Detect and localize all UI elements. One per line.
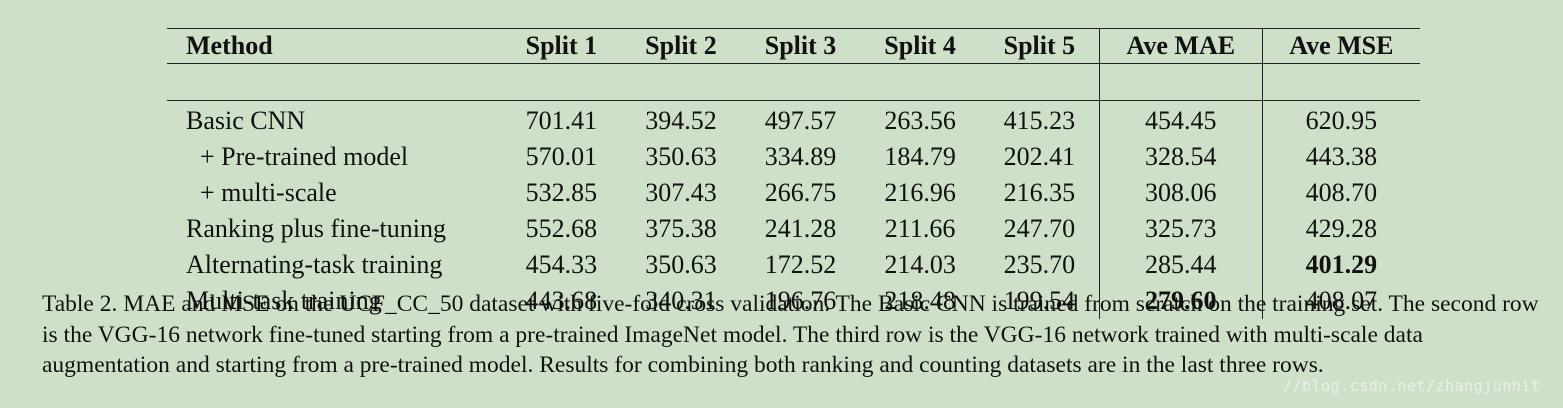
cell-split-1: 532.85 bbox=[525, 178, 598, 207]
header-split-2: Split 2 bbox=[645, 31, 717, 60]
results-table-container: Method Split 1 Split 2 Split 3 Split 4 S… bbox=[167, 28, 1420, 319]
cell-split-3: 497.57 bbox=[740, 100, 861, 139]
cell-split-5: 202.41 bbox=[1003, 142, 1076, 171]
cell-split-4: 218.48 bbox=[884, 286, 956, 315]
cell-split-5: 415.23 bbox=[979, 100, 1100, 139]
row-method: Alternating-task training bbox=[186, 250, 443, 279]
cell-ave-mse-best: 401.29 bbox=[1261, 247, 1420, 283]
cell-split-2: 350.63 bbox=[645, 250, 717, 279]
cell-split-3: 334.89 bbox=[764, 142, 837, 171]
row-method: Ranking plus fine-tuning bbox=[186, 214, 446, 243]
cell-ave-mae: 328.54 bbox=[1098, 139, 1263, 175]
cell-split-4: 216.96 bbox=[884, 178, 956, 207]
cell-split-2: 307.43 bbox=[645, 178, 717, 207]
header-ave-mse: Ave MSE bbox=[1261, 28, 1420, 64]
cell-ave-mse: 408.70 bbox=[1261, 175, 1420, 211]
cell-ave-mae: 285.44 bbox=[1098, 247, 1263, 283]
cell-split-4: 184.79 bbox=[884, 142, 956, 171]
cell-ave-mse: 443.38 bbox=[1261, 139, 1420, 175]
cell-split-1: 552.68 bbox=[525, 214, 598, 243]
cell-split-2: 375.38 bbox=[645, 214, 717, 243]
cell-ave-mae: 308.06 bbox=[1098, 175, 1263, 211]
cell-split-1: 454.33 bbox=[525, 250, 598, 279]
header-method: Method bbox=[186, 31, 273, 60]
results-table: Method Split 1 Split 2 Split 3 Split 4 S… bbox=[167, 28, 1420, 319]
row-method: Basic CNN bbox=[167, 100, 502, 139]
row-method: + multi-scale bbox=[200, 178, 337, 207]
cell-ave-mse: 429.28 bbox=[1261, 211, 1420, 247]
header-split-5: Split 5 bbox=[1003, 31, 1076, 60]
table-row: + multi-scale 532.85 307.43 266.75 216.9… bbox=[167, 175, 1420, 211]
table-row: Basic CNN 701.41 394.52 497.57 263.56 41… bbox=[167, 100, 1420, 139]
row-method: Multi-task training bbox=[186, 286, 382, 315]
header-split-1: Split 1 bbox=[525, 31, 598, 60]
cell-split-5: 235.70 bbox=[1003, 250, 1076, 279]
table-row: Ranking plus fine-tuning 552.68 375.38 2… bbox=[167, 211, 1420, 247]
table-header-row: Method Split 1 Split 2 Split 3 Split 4 S… bbox=[167, 28, 1420, 64]
cell-split-5: 216.35 bbox=[1003, 178, 1076, 207]
cell-split-5: 199.54 bbox=[1003, 286, 1076, 315]
cell-split-3: 266.75 bbox=[764, 178, 837, 207]
cell-split-4: 214.03 bbox=[884, 250, 956, 279]
cell-split-4: 263.56 bbox=[860, 100, 980, 139]
header-split-3: Split 3 bbox=[764, 31, 837, 60]
cell-split-4: 211.66 bbox=[884, 214, 956, 243]
cell-split-1: 701.41 bbox=[501, 100, 622, 139]
watermark: //blog.csdn.net/zhangjunhit bbox=[1283, 377, 1541, 395]
cell-ave-mse: 408.07 bbox=[1261, 283, 1420, 319]
cell-split-5: 247.70 bbox=[1003, 214, 1076, 243]
cell-ave-mse: 620.95 bbox=[1261, 100, 1420, 139]
table-caption: Table 2. MAE and MSE on the UCF_CC_50 da… bbox=[42, 291, 1539, 378]
header-ave-mae: Ave MAE bbox=[1098, 28, 1263, 64]
cell-ave-mae-best: 279.60 bbox=[1098, 283, 1263, 319]
table-row: Alternating-task training 454.33 350.63 … bbox=[167, 247, 1420, 283]
cell-split-2: 340.31 bbox=[645, 286, 717, 315]
table-row: + Pre-trained model 570.01 350.63 334.89… bbox=[167, 139, 1420, 175]
cell-ave-mae: 454.45 bbox=[1098, 100, 1263, 139]
cell-split-2: 394.52 bbox=[621, 100, 741, 139]
cell-split-3: 241.28 bbox=[764, 214, 837, 243]
cell-split-1: 570.01 bbox=[525, 142, 598, 171]
cell-split-3: 172.52 bbox=[764, 250, 837, 279]
cell-split-1: 443.68 bbox=[525, 286, 598, 315]
cell-split-2: 350.63 bbox=[645, 142, 717, 171]
table-row: Multi-task training 443.68 340.31 196.76… bbox=[167, 283, 1420, 319]
cell-split-3: 196.76 bbox=[764, 286, 837, 315]
row-method: + Pre-trained model bbox=[200, 142, 409, 171]
cell-ave-mae: 325.73 bbox=[1098, 211, 1263, 247]
header-split-4: Split 4 bbox=[884, 31, 956, 60]
